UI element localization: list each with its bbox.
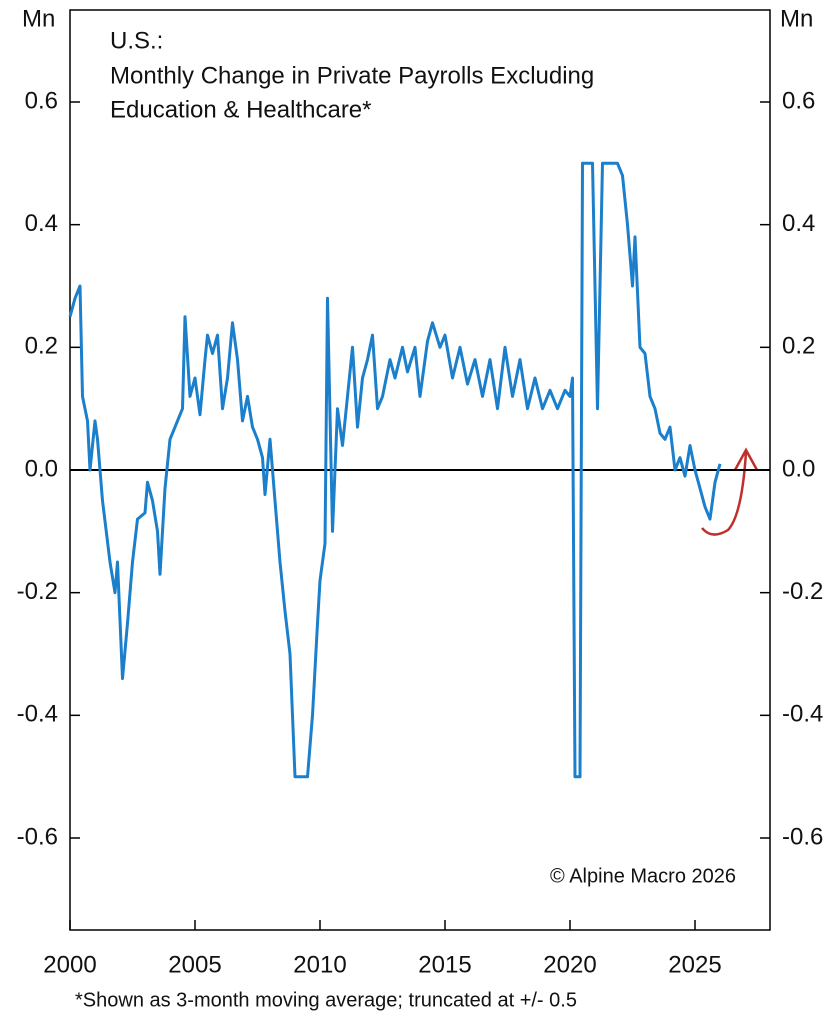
y-axis-label: Mn [22,5,55,32]
x-tick-label: 2015 [418,951,471,978]
x-tick-label: 2025 [668,951,721,978]
arrow-curve [701,451,748,536]
chart-title: Monthly Change in Private Payrolls Exclu… [110,62,594,89]
y2-tick-label: -0.4 [782,701,823,728]
y-tick-label: 0.2 [25,333,58,360]
y-tick-label: -0.2 [17,578,58,605]
footnote: *Shown as 3-month moving average; trunca… [75,989,577,1011]
y2-tick-label: -0.6 [782,823,823,850]
data-line [68,161,722,779]
y-tick-label: -0.6 [17,823,58,850]
y2-tick-label: 0.6 [782,87,815,114]
highlight-arrow [701,447,759,536]
x-tick-label: 2000 [43,951,96,978]
copyright: © Alpine Macro 2026 [550,865,736,887]
x-tick-label: 2020 [543,951,596,978]
y-tick-label: 0.4 [25,210,58,237]
y-tick-label: 0.0 [25,455,58,482]
y2-tick-label: 0.2 [782,333,815,360]
arrow-head [733,447,759,471]
chart-title: Education & Healthcare* [110,96,372,123]
y-tick-label: -0.4 [17,701,58,728]
y2-axis-label: Mn [780,5,813,32]
x-tick-label: 2010 [293,951,346,978]
y-tick-label: 0.6 [25,87,58,114]
x-tick-label: 2005 [168,951,221,978]
y2-tick-label: 0.0 [782,455,815,482]
y2-tick-label: -0.2 [782,578,823,605]
chart-title: U.S.: [110,27,163,54]
y2-tick-label: 0.4 [782,210,815,237]
